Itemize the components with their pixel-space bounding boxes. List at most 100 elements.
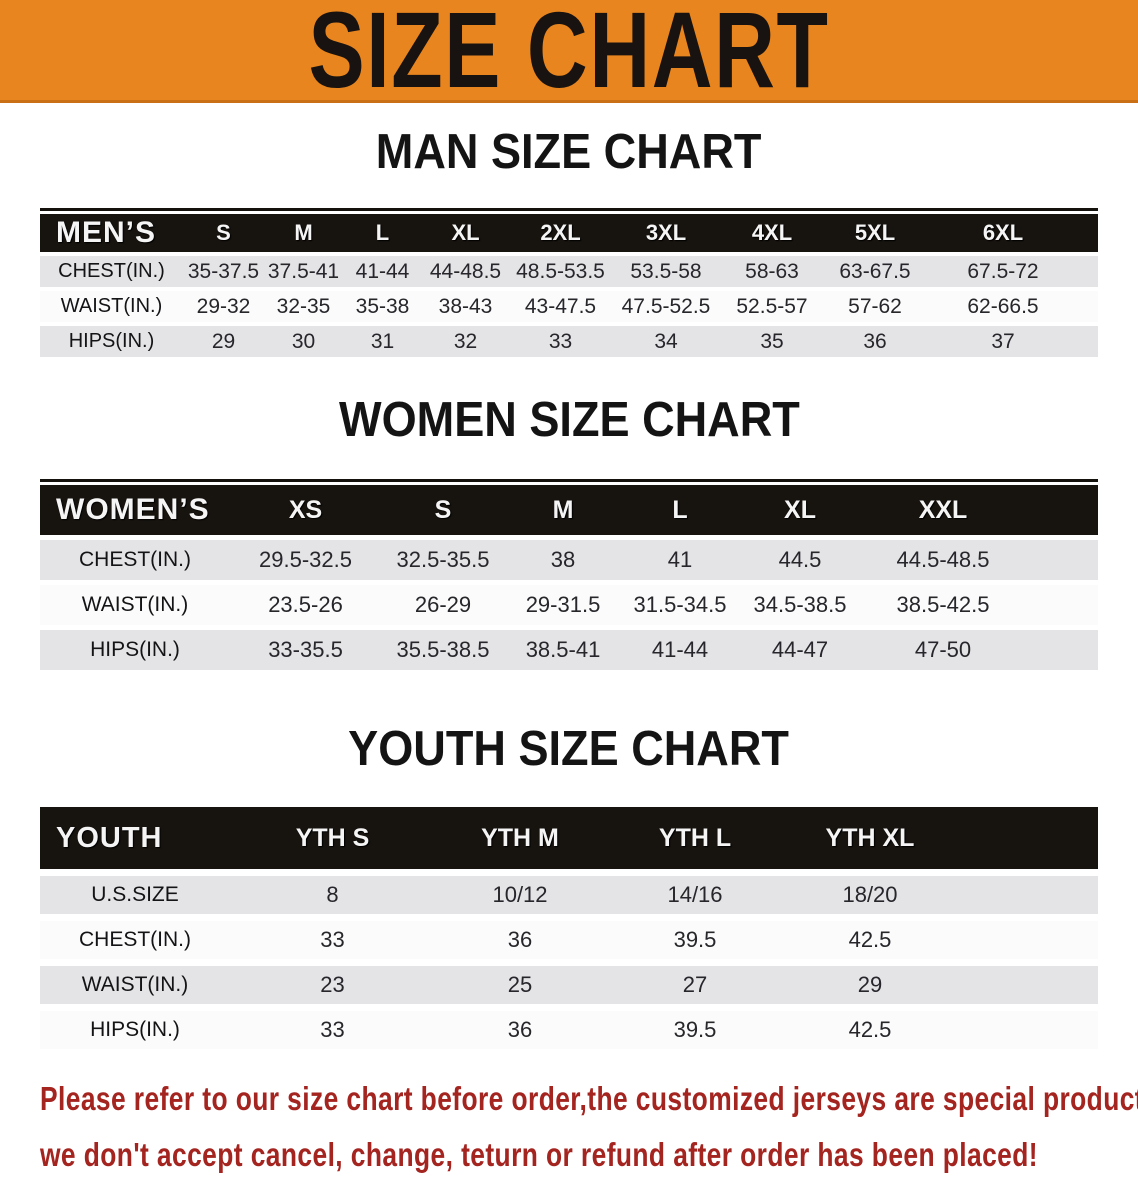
size-value-cell: 33-35.5: [268, 637, 343, 662]
size-value-cell: 35: [760, 329, 784, 353]
size-value-cell: 29: [211, 329, 236, 353]
size-column-header: XS: [288, 495, 323, 524]
size-value-cell: 62-66.5: [967, 294, 1039, 318]
table-header-row: WOMEN’S XS S M L XL XXL: [40, 485, 1098, 535]
size-value-cell: 41: [667, 547, 693, 572]
table-row: CHEST(IN.) 35-37.5 37.5-41 41-44 44-48.5 48.5…: [40, 256, 1098, 287]
disclaimer-line-2: we don't accept cancel, change, teturn o…: [40, 1136, 1038, 1173]
size-column-header: M: [552, 495, 574, 524]
order-disclaimer: Please refer to our size chart before or…: [40, 1074, 1138, 1186]
size-value-cell: 14/16: [667, 882, 723, 907]
row-label: CHEST(IN.): [79, 928, 191, 951]
men-size-table: MEN’S S M L XL 2XL 3XL 4XL 5XL 6XL CHEST(IN.) 35-37…: [40, 208, 1098, 357]
table-top-rule: [40, 479, 1098, 482]
size-column-header: M: [294, 220, 313, 245]
table-header-row: MEN’S S M L XL 2XL 3XL 4XL 5XL 6XL: [40, 214, 1098, 252]
size-value-cell: 52.5-57: [736, 294, 808, 318]
size-value-cell: 37: [991, 329, 1015, 353]
size-column-header: 6XL: [982, 220, 1024, 245]
size-value-cell: 43-47.5: [524, 294, 597, 318]
size-column-header: 2XL: [540, 220, 581, 245]
size-value-cell: 42.5: [848, 927, 892, 952]
banner-title: SIZE CHART: [308, 0, 830, 110]
table-row: HIPS(IN.) 29 30 31 32 33 34 35 36 37: [40, 326, 1098, 357]
size-value-cell: 38.5-42.5: [896, 592, 990, 617]
size-column-header: XXL: [918, 495, 968, 524]
size-value-cell: 29.5-32.5: [259, 547, 352, 572]
size-value-cell: 35.5-38.5: [396, 637, 490, 662]
table-row: WAIST(IN.) 23.5-26 26-29 29-31.5 31.5-34.5 34…: [40, 585, 1098, 625]
size-column-header: 3XL: [645, 220, 687, 245]
size-value-cell: 35-37.5: [187, 259, 260, 283]
size-value-cell: 41-44: [651, 637, 709, 662]
size-chart-banner: SIZE CHART: [0, 0, 1138, 110]
table-corner-label: WOMEN’S: [56, 493, 210, 526]
table-row: HIPS(IN.) 33-35.5 35.5-38.5 38.5-41 41-44 44-…: [40, 630, 1098, 670]
size-value-cell: 37.5-41: [267, 259, 340, 283]
youth-size-table: YOUTH YTH S YTH M YTH L YTH XL U.S.SIZE 8 10/12…: [40, 807, 1098, 1049]
size-value-cell: 25: [507, 972, 533, 997]
size-value-cell: 44.5-48.5: [896, 547, 990, 572]
size-value-cell: 63-67.5: [839, 259, 911, 283]
size-value-cell: 57-62: [848, 294, 902, 318]
row-label: WAIST(IN.): [81, 593, 189, 616]
row-label: CHEST(IN.): [79, 548, 191, 571]
size-value-cell: 39.5: [673, 927, 717, 952]
size-value-cell: 53.5-58: [630, 259, 702, 283]
table-header-row: YOUTH YTH S YTH M YTH L YTH XL: [40, 807, 1098, 869]
row-label: WAIST(IN.): [60, 295, 163, 317]
row-label: HIPS(IN.): [68, 330, 155, 352]
row-label: CHEST(IN.): [58, 260, 165, 282]
table-row: CHEST(IN.) 33 36 39.5 42.5: [40, 921, 1098, 959]
youth-section-title: YOUTH SIZE CHART: [348, 722, 790, 776]
size-value-cell: 32-35: [276, 294, 331, 318]
size-column-header: S: [216, 220, 231, 245]
table-row: WAIST(IN.) 29-32 32-35 35-38 38-43 43-47.5 47.…: [40, 291, 1098, 322]
size-value-cell: 36: [507, 1017, 533, 1042]
size-value-cell: 33: [320, 1017, 345, 1042]
size-value-cell: 29: [857, 972, 883, 997]
size-column-header: 5XL: [854, 220, 896, 245]
size-value-cell: 27: [682, 972, 708, 997]
size-value-cell: 30: [291, 329, 316, 353]
size-value-cell: 47-50: [914, 637, 972, 662]
size-column-header: YTH L: [658, 823, 732, 852]
size-value-cell: 23: [320, 972, 345, 997]
size-value-cell: 44-48.5: [429, 259, 502, 283]
size-value-cell: 26-29: [414, 592, 472, 617]
size-value-cell: 18/20: [842, 882, 898, 907]
table-row: U.S.SIZE 8 10/12 14/16 18/20: [40, 876, 1098, 914]
size-value-cell: 34.5-38.5: [753, 592, 847, 617]
size-value-cell: 33: [320, 927, 345, 952]
size-value-cell: 38-43: [438, 294, 493, 318]
size-value-cell: 23.5-26: [268, 592, 343, 617]
size-value-cell: 34: [654, 329, 678, 353]
size-value-cell: 36: [863, 329, 887, 353]
size-value-cell: 38: [550, 547, 576, 572]
size-value-cell: 67.5-72: [967, 259, 1039, 283]
size-value-cell: 31: [370, 329, 395, 353]
table-corner-label: MEN’S: [56, 216, 157, 249]
size-column-header: YTH XL: [825, 823, 915, 852]
size-value-cell: 42.5: [848, 1017, 892, 1042]
table-row: HIPS(IN.) 33 36 39.5 42.5: [40, 1011, 1098, 1049]
size-value-cell: 29-32: [196, 294, 251, 318]
size-value-cell: 48.5-53.5: [516, 259, 605, 283]
size-column-header: YTH S: [295, 823, 370, 852]
men-section-title: MAN SIZE CHART: [376, 125, 762, 179]
size-column-header: XL: [451, 220, 480, 245]
table-row: CHEST(IN.) 29.5-32.5 32.5-35.5 38 41 44.5 44.5…: [40, 540, 1098, 580]
size-value-cell: 41-44: [355, 259, 410, 283]
size-value-cell: 8: [326, 882, 339, 907]
size-value-cell: 31.5-34.5: [633, 592, 727, 617]
table-row: WAIST(IN.) 23 25 27 29: [40, 966, 1098, 1004]
size-value-cell: 47.5-52.5: [621, 294, 711, 318]
women-size-table: WOMEN’S XS S M L XL XXL CHEST(IN.) 29.5-32.5 32.5…: [40, 479, 1098, 670]
size-value-cell: 38.5-41: [525, 637, 601, 662]
size-value-cell: 35-38: [355, 294, 410, 318]
size-value-cell: 10/12: [492, 882, 548, 907]
size-value-cell: 32.5-35.5: [396, 547, 490, 572]
row-label: WAIST(IN.): [81, 973, 189, 996]
row-label: HIPS(IN.): [90, 1018, 180, 1041]
